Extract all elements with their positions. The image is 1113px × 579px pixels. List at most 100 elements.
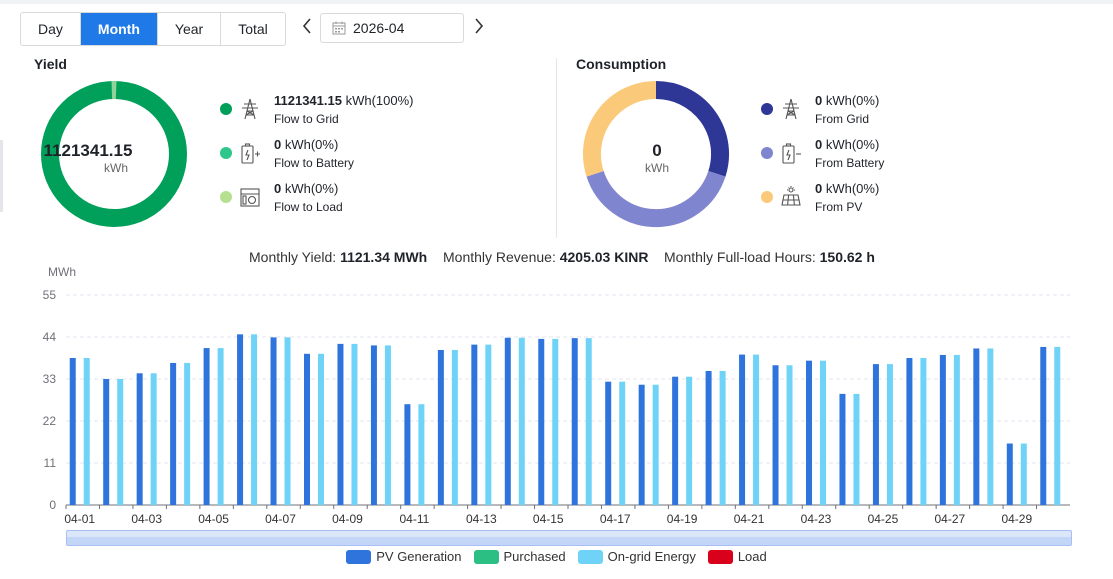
- date-picker[interactable]: 2026-04: [320, 13, 464, 43]
- from-pv-label: From PV: [815, 200, 863, 214]
- bar-pv-generation: [404, 404, 411, 505]
- monthly-yield-summary: Monthly Yield: 1121.34 MWh: [249, 249, 427, 265]
- y-tick-label: 44: [43, 330, 57, 344]
- bar-pv-generation: [504, 337, 511, 505]
- x-tick-label: 04-07: [265, 512, 296, 526]
- consumption-unit: kWh: [645, 161, 669, 175]
- bar-pv-generation: [605, 381, 612, 505]
- bar-pv-generation: [672, 376, 679, 505]
- from-pv-pct: kWh(0%): [822, 181, 880, 196]
- bar-on-grid-energy: [485, 344, 492, 505]
- consumption-total: 0: [652, 141, 662, 160]
- y-tick-label: 33: [43, 372, 57, 386]
- calendar-icon: [332, 21, 346, 35]
- chart-zoom-slider[interactable]: [66, 530, 1072, 546]
- side-collapse-handle[interactable]: [0, 140, 3, 212]
- bar-pv-generation: [203, 348, 210, 505]
- legend-swatch: [473, 549, 499, 564]
- bar-on-grid-energy: [318, 353, 324, 505]
- consumption-title: Consumption: [576, 56, 667, 72]
- bar-on-grid-energy: [351, 343, 358, 505]
- home-load-icon: [240, 188, 260, 207]
- flow-to-battery-pct: kWh(0%): [281, 137, 339, 152]
- bar-pv-generation: [370, 345, 377, 505]
- grid-tower-icon: [783, 98, 799, 120]
- bar-on-grid-energy: [552, 338, 559, 505]
- bar-pv-generation: [437, 349, 444, 505]
- bar-on-grid-energy: [786, 365, 793, 505]
- legend-load[interactable]: Load: [707, 549, 767, 564]
- bar-pv-generation: [973, 348, 980, 505]
- battery-discharge-icon: [782, 143, 801, 164]
- bar-pv-generation: [906, 358, 913, 505]
- bar-on-grid-energy: [1054, 346, 1061, 505]
- full-load-hours-value: 150.62 h: [819, 249, 875, 265]
- x-tick-label: 04-05: [198, 512, 229, 526]
- y-tick-label: 0: [49, 498, 56, 512]
- from-pv-value: 0: [815, 181, 823, 196]
- monthly-energy-chart: MWh 0 11 22 33 44 55 04-01 04-03 04-05 04-07 04-09 0…: [43, 265, 1070, 526]
- from-grid-label: From Grid: [815, 112, 869, 126]
- bar-on-grid-energy: [184, 362, 191, 505]
- monthly-yield-value: 1121.34 MWh: [340, 249, 428, 265]
- legend-label: Purchased: [503, 549, 566, 564]
- bar-pv-generation: [538, 338, 545, 505]
- tab-day[interactable]: Day: [21, 13, 81, 45]
- flow-to-battery-label: Flow to Battery: [274, 156, 355, 170]
- tab-total[interactable]: Total: [238, 21, 268, 37]
- chart-legend: PV Generation Purchased On-grid Energy L…: [0, 549, 1113, 564]
- bar-pv-generation: [304, 353, 310, 505]
- bar-on-grid-energy: [83, 358, 90, 505]
- y-tick-label: 11: [44, 456, 57, 470]
- zoom-range-fill: [67, 537, 1071, 545]
- x-tick-label: 04-13: [466, 512, 497, 526]
- bar-pv-generation: [69, 358, 76, 505]
- monthly-yield-label: Monthly Yield:: [249, 249, 341, 265]
- bar-on-grid-energy: [953, 354, 960, 505]
- bar-on-grid-energy: [853, 393, 860, 505]
- legend-on-grid-energy[interactable]: On-grid Energy: [577, 549, 696, 564]
- legend-pv-generation[interactable]: PV Generation: [346, 549, 462, 564]
- tab-month[interactable]: Month: [80, 13, 158, 45]
- section-divider: [556, 58, 557, 238]
- flow-to-grid-value: 1121341.15: [274, 93, 342, 108]
- next-period-icon[interactable]: [474, 18, 484, 39]
- bar-on-grid-energy: [686, 376, 693, 505]
- bar-on-grid-energy: [284, 337, 291, 505]
- bar-pv-generation: [638, 384, 645, 505]
- bar-on-grid-energy: [384, 345, 391, 505]
- from-battery-value: 0: [815, 137, 823, 152]
- bar-pv-generation: [471, 344, 478, 505]
- tab-year[interactable]: Year: [158, 13, 222, 45]
- bar-pv-generation: [839, 393, 846, 505]
- yield-donut: [41, 80, 187, 227]
- flow-to-grid-pct: kWh(100%): [341, 93, 414, 108]
- legend-dot: [761, 103, 773, 115]
- consumption-donut: [582, 81, 730, 228]
- bar-pv-generation: [939, 354, 946, 505]
- bar-pv-generation: [772, 365, 779, 505]
- bar-on-grid-energy: [150, 373, 157, 505]
- flow-to-load-label: Flow to Load: [274, 200, 343, 214]
- bar-pv-generation: [1006, 443, 1013, 505]
- bar-pv-generation: [872, 364, 879, 505]
- yield-title: Yield: [34, 56, 67, 72]
- legend-swatch: [577, 549, 603, 564]
- bar-on-grid-energy: [886, 364, 893, 505]
- flow-to-battery-value: 0: [274, 137, 282, 152]
- legend-purchased[interactable]: Purchased: [473, 549, 566, 564]
- x-tick-label: 04-19: [667, 512, 698, 526]
- battery-charge-icon: [241, 143, 260, 164]
- y-tick-label: 55: [43, 288, 57, 302]
- full-load-hours-label: Monthly Full-load Hours:: [664, 249, 820, 265]
- bar-pv-generation: [170, 362, 177, 505]
- bar-pv-generation: [270, 337, 277, 505]
- period-tabs: Day Month Year Total: [20, 12, 286, 46]
- bar-on-grid-energy: [251, 334, 258, 505]
- prev-period-icon[interactable]: [302, 18, 312, 39]
- legend-dot: [220, 147, 232, 159]
- bar-pv-generation: [237, 334, 244, 505]
- bar-pv-generation: [571, 338, 578, 505]
- from-grid-value: 0: [815, 93, 823, 108]
- flow-to-grid-label: Flow to Grid: [274, 112, 339, 126]
